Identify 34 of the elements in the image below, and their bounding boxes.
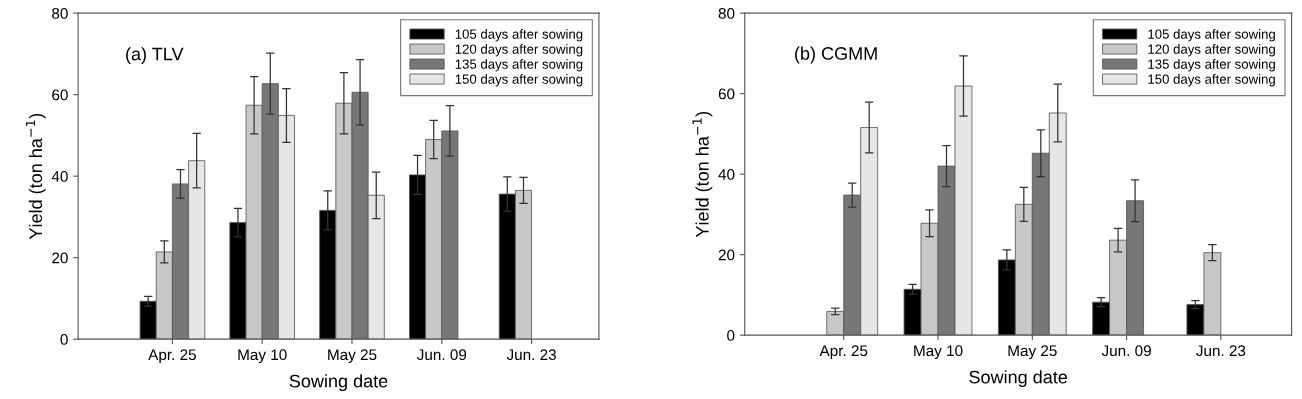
y-tick-label: 20 (52, 252, 68, 264)
x-tick-label: Jun. 23 (506, 349, 556, 361)
text: (b) CGMM (795, 46, 877, 64)
y-tick-label: 40 (718, 169, 735, 180)
x-tick-label: May 10 (238, 349, 287, 364)
x-tick-label: Jun. 09 (1101, 345, 1151, 357)
legend-label: 105 days after sowing (455, 29, 583, 42)
legend-label: 120 days after sowing (455, 44, 583, 57)
y-tick-label: 20 (718, 249, 735, 261)
y-axis-title: Yield (ton ha$^{−1}$) (25, 113, 46, 240)
x-tick-label: Apr. 25 (819, 345, 868, 360)
legend-label: 135 days after sowing (1148, 59, 1275, 72)
x-tick-label: Apr. 25 (148, 349, 196, 364)
y-tick-label: 0 (727, 330, 735, 341)
x-tick-label: Jun. 23 (1196, 345, 1246, 357)
legend-label: 150 days after sowing (1148, 74, 1275, 87)
y-tick-label: 0 (60, 334, 68, 345)
x-tick-label: May 25 (328, 349, 377, 364)
legend-label: 150 days after sowing (455, 74, 583, 87)
x-tick-label: May 10 (914, 345, 963, 360)
text: (a) TLV (126, 47, 184, 64)
legend-label: 120 days after sowing (1148, 44, 1275, 57)
x-axis-title: Sowing date (289, 374, 388, 392)
y-tick-label: 40 (51, 171, 68, 182)
y-tick-label: 60 (718, 88, 735, 100)
x-tick-label: May 25 (1008, 345, 1057, 360)
legend-label: 105 days after sowing (1148, 29, 1275, 42)
x-tick-label: Jun. 09 (416, 349, 467, 361)
y-tick-label: 80 (718, 8, 735, 19)
y-tick-label: 80 (52, 8, 68, 19)
y-tick-label: 60 (52, 89, 68, 101)
y-axis-title: Yield (ton ha$^{−1}$) (692, 111, 713, 238)
legend-label: 135 days after sowing (455, 59, 583, 72)
x-axis-title: Sowing date (969, 370, 1068, 388)
